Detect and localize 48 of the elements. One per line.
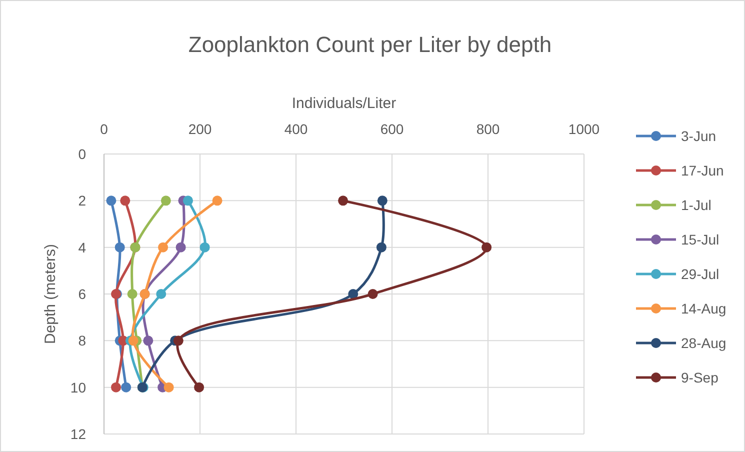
point: [111, 382, 121, 392]
point: [121, 382, 132, 392]
legend-label: 9-Sep: [681, 370, 719, 386]
x-axis-title: Individuals/Liter: [292, 95, 396, 112]
point: [200, 242, 210, 252]
y-tick-label: 0: [78, 146, 86, 162]
x-tick-label: 800: [476, 121, 500, 137]
point: [348, 289, 358, 299]
point: [173, 336, 184, 346]
point: [156, 289, 166, 299]
x-tick-label: 200: [188, 121, 212, 137]
point: [114, 242, 125, 252]
y-axis-title: Depth (meters): [42, 244, 59, 344]
chart-title: Zooplankton Count per Liter by depth: [188, 32, 552, 57]
point: [338, 196, 348, 206]
x-tick-label: 0: [100, 121, 108, 137]
x-tick-label: 600: [380, 121, 404, 137]
legend-label: 17-Jun: [681, 162, 724, 178]
legend-label: 1-Jul: [681, 197, 712, 213]
x-tick-label: 400: [284, 121, 308, 137]
point: [128, 336, 138, 346]
y-tick-label: 4: [78, 239, 86, 256]
point: [482, 242, 492, 252]
y-tick-label: 8: [78, 332, 86, 349]
legend-label: 28-Aug: [681, 335, 726, 351]
point: [143, 336, 154, 346]
point: [176, 242, 186, 252]
point: [120, 196, 130, 206]
y-tick-label: 12: [70, 426, 86, 442]
point: [212, 196, 222, 206]
legend-label: 14-Aug: [681, 300, 726, 316]
legend-label: 15-Jul: [681, 232, 720, 248]
legend-label: 29-Jul: [681, 266, 720, 282]
point: [368, 289, 378, 299]
point: [376, 242, 386, 252]
y-tick-label: 10: [70, 379, 86, 396]
y-tick-label: 2: [78, 192, 86, 209]
legend-label: 3-Jun: [681, 128, 716, 144]
point: [106, 196, 116, 206]
point: [164, 382, 174, 392]
point: [127, 289, 138, 299]
point: [194, 382, 204, 392]
point: [158, 242, 168, 252]
point: [160, 196, 171, 206]
point: [377, 196, 388, 206]
y-tick-label: 6: [78, 286, 86, 302]
x-tick-label: 1000: [568, 121, 600, 137]
point: [183, 196, 193, 206]
